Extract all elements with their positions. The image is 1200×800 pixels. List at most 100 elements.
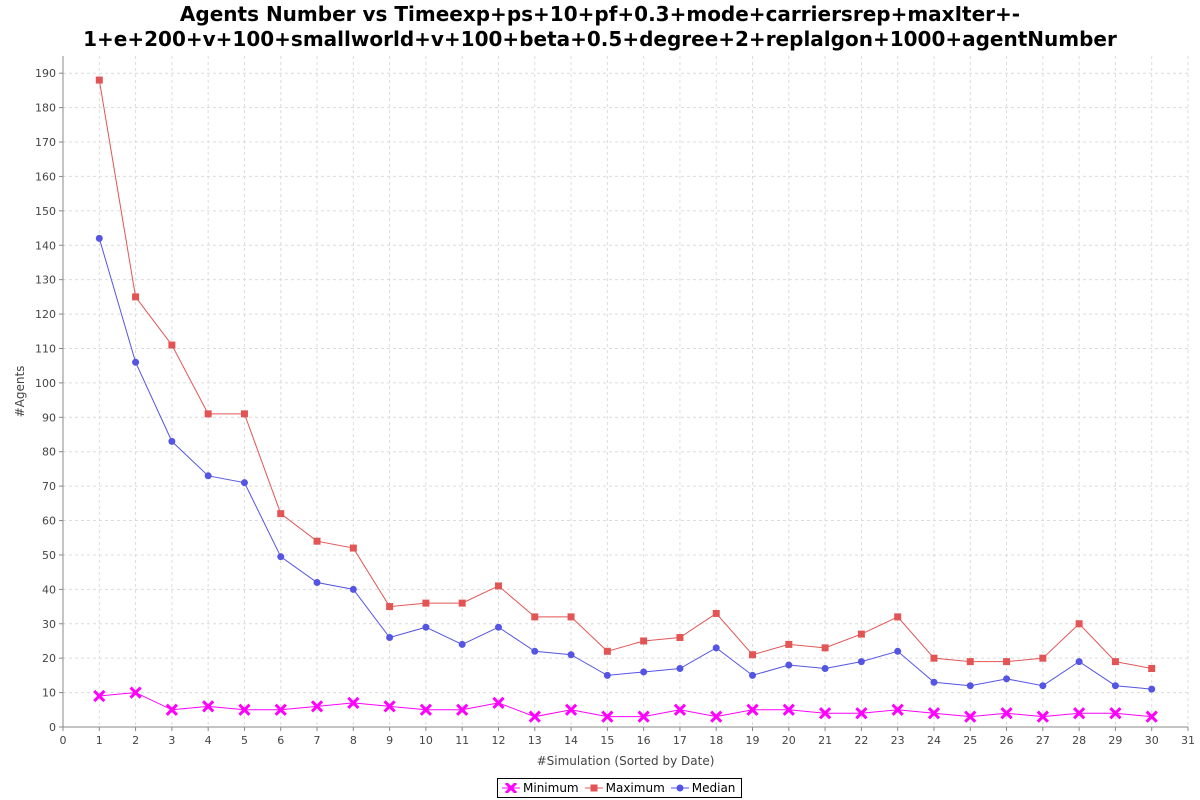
x-tick-label: 19 [746, 734, 760, 747]
data-point-minimum [528, 710, 541, 723]
x-tick-label: 2 [132, 734, 139, 747]
legend-item-minimum: Minimum [502, 781, 579, 795]
data-point-minimum [855, 707, 868, 720]
data-point-minimum [1145, 710, 1158, 723]
y-tick-label: 70 [42, 480, 56, 493]
data-point-median [531, 647, 539, 655]
x-tick-label: 10 [419, 734, 433, 747]
y-tick-label: 180 [35, 102, 56, 115]
data-point-maximum [1075, 620, 1083, 628]
data-point-maximum [1148, 665, 1156, 673]
y-tick-label: 190 [35, 67, 56, 80]
legend-label-minimum: Minimum [523, 781, 579, 795]
legend-marker-minimum [504, 783, 518, 793]
data-point-maximum [1039, 654, 1047, 662]
y-tick-label: 90 [42, 411, 56, 424]
y-axis-label: #Agents [13, 366, 27, 418]
x-tick-label: 30 [1145, 734, 1159, 747]
data-point-minimum [383, 700, 396, 713]
x-tick-label: 7 [314, 734, 321, 747]
series-median [95, 234, 1156, 693]
data-point-minimum [347, 696, 360, 710]
data-point-maximum [277, 510, 285, 518]
series-minimum [93, 686, 1158, 723]
legend-item-median: Median [670, 781, 736, 795]
data-point-median [132, 358, 140, 366]
data-point-maximum [821, 644, 829, 652]
x-tick-label: 26 [1000, 734, 1014, 747]
y-tick-label: 20 [42, 652, 56, 665]
data-point-minimum [964, 710, 977, 723]
chart-legend: Minimum Maximum Median [497, 778, 743, 798]
x-tick-label: 29 [1108, 734, 1122, 747]
data-point-maximum [1003, 658, 1011, 666]
data-point-maximum [712, 609, 720, 617]
data-point-minimum [492, 696, 505, 710]
data-point-minimum [746, 703, 759, 716]
data-point-median [1075, 658, 1083, 666]
y-tick-label: 120 [35, 308, 56, 321]
x-tick-label: 31 [1181, 734, 1195, 747]
data-point-median [349, 585, 357, 593]
data-point-minimum [238, 703, 251, 716]
y-tick-label: 160 [35, 170, 56, 183]
data-point-median [821, 665, 829, 673]
data-point-maximum [567, 613, 575, 621]
x-tick-label: 3 [168, 734, 175, 747]
x-tick-label: 0 [60, 734, 67, 747]
data-point-median [422, 623, 430, 631]
data-point-minimum [927, 707, 941, 720]
y-tick-label: 110 [35, 342, 56, 355]
data-point-maximum [313, 537, 321, 545]
data-point-maximum [930, 654, 938, 662]
x-tick-label: 22 [854, 734, 868, 747]
data-point-minimum [1073, 707, 1086, 720]
data-point-maximum [349, 544, 357, 552]
data-point-median [930, 678, 938, 686]
data-point-minimum [601, 710, 614, 723]
data-point-median [712, 644, 720, 652]
data-point-median [749, 671, 757, 679]
series-line-median [98, 238, 1152, 690]
y-tick-label: 50 [42, 549, 56, 562]
legend-swatch-median [670, 784, 689, 792]
data-point-minimum [710, 710, 723, 723]
data-point-maximum [640, 637, 648, 645]
data-point-median [1003, 675, 1011, 683]
data-point-maximum [422, 599, 430, 607]
chart-title-line-1: Agents Number vs Timeexp+ps+10+pf+0.3+mo… [179, 2, 1021, 26]
data-point-median [1039, 682, 1047, 690]
x-tick-label: 28 [1072, 734, 1086, 747]
legend-label-maximum: Maximum [605, 781, 665, 795]
y-tick-label: 0 [49, 721, 56, 734]
series-maximum [95, 76, 1156, 673]
x-tick-label: 24 [927, 734, 941, 747]
x-tick-label: 14 [564, 734, 578, 747]
data-point-maximum [749, 651, 757, 659]
x-tick-label: 4 [205, 734, 212, 747]
y-tick-label: 80 [42, 446, 56, 459]
x-tick-label: 15 [600, 734, 614, 747]
data-point-minimum [818, 707, 832, 720]
data-point-median [894, 647, 902, 655]
data-point-maximum [168, 341, 176, 349]
data-point-maximum [132, 293, 140, 301]
x-tick-label: 9 [386, 734, 393, 747]
y-tick-label: 40 [42, 583, 56, 596]
data-point-minimum [782, 703, 795, 716]
data-point-median [567, 651, 575, 659]
x-tick-label: 17 [673, 734, 687, 747]
y-tick-label: 10 [42, 687, 56, 700]
data-point-maximum [458, 599, 466, 607]
legend-label-median: Median [691, 781, 736, 795]
legend-item-maximum: Maximum [584, 781, 665, 795]
data-point-median [1148, 685, 1156, 693]
x-tick-label: 13 [528, 734, 542, 747]
data-point-median [1111, 682, 1119, 690]
data-point-minimum [202, 700, 215, 713]
data-point-median [603, 671, 611, 679]
legend-swatch-maximum [584, 784, 603, 792]
data-point-minimum [456, 703, 469, 716]
x-tick-label: 18 [709, 734, 723, 747]
